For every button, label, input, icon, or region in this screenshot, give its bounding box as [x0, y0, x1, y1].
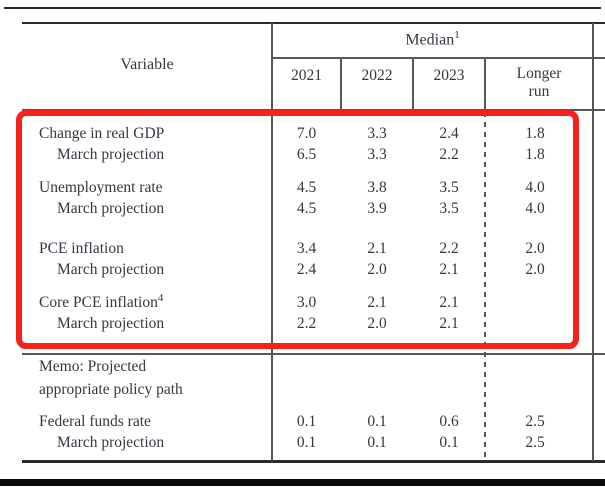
- cell-longer-run: 2.5: [525, 433, 545, 451]
- row-group-pce-inflation: PCE inflation 3.4 2.1 2.2 2.0 March proj…: [22, 238, 605, 280]
- cell-2022: 2.1: [367, 239, 387, 257]
- table-body: Change in real GDP 7.0 3.3 2.4 1.8 March…: [22, 110, 605, 453]
- row-label: March projection: [57, 260, 165, 278]
- row-group-unemployment: Unemployment rate 4.5 3.8 3.5 4.0 March …: [22, 177, 605, 219]
- cell-2021: 3.4: [296, 239, 317, 257]
- cell-2021: 3.0: [296, 293, 317, 311]
- cell-2022: 0.1: [367, 433, 387, 451]
- core-pce-footnote-marker: 4: [157, 292, 164, 305]
- cell-2023: 0.6: [439, 412, 459, 430]
- cell-2022: 2.0: [367, 260, 387, 278]
- table-row-federal-funds-march: March projection 0.1 0.1 0.1 2.5: [22, 432, 605, 453]
- memo-section: Memo: Projected appropriate policy path: [22, 355, 605, 401]
- year-divider-2021-2022: [340, 57, 342, 110]
- cell-2023: 2.1: [439, 293, 459, 311]
- memo-label: appropriate policy path: [39, 381, 183, 398]
- row-label: Unemployment rate: [39, 178, 163, 196]
- cell-2021: 6.5: [296, 145, 317, 163]
- cell-longer-run: 1.8: [525, 145, 545, 163]
- row-label: Change in real GDP: [39, 124, 165, 142]
- table-row-gdp-march: March projection 6.5 3.3 2.2 1.8: [22, 144, 605, 165]
- variable-column-divider: [271, 23, 273, 461]
- table-row-federal-funds: Federal funds rate 0.1 0.1 0.6 2.5: [22, 411, 605, 432]
- cell-2023: 3.5: [439, 178, 459, 196]
- row-label: March projection: [57, 314, 165, 332]
- cell-2022: 0.1: [367, 412, 387, 430]
- cell-2023: 2.4: [439, 124, 459, 142]
- cell-longer-run: 2.0: [525, 260, 545, 278]
- cell-2021: 0.1: [296, 433, 317, 451]
- row-label: March projection: [57, 199, 165, 217]
- cell-longer-run: 4.0: [525, 178, 545, 196]
- cell-2021: 7.0: [296, 124, 317, 142]
- table-row-core-pce-march: March projection 2.2 2.0 2.1: [22, 313, 605, 334]
- table-bottom-border: [22, 460, 605, 463]
- table-row-unemployment-march: March projection 4.5 3.9 3.5 4.0: [22, 198, 605, 219]
- cell-longer-run: 2.0: [525, 239, 545, 257]
- median-footnote-marker: 1: [454, 29, 460, 41]
- median-underline: [272, 57, 605, 59]
- top-rule: [4, 7, 601, 9]
- memo-label: Memo: Projected: [39, 358, 147, 375]
- column-header-2023: 2023: [433, 67, 465, 84]
- table-row-pce-march: March projection 2.4 2.0 2.1 2.0: [22, 259, 605, 280]
- year-divider-2023-longer: [484, 57, 486, 110]
- memo-line-1: Memo: Projected: [22, 355, 605, 378]
- row-label: March projection: [57, 433, 165, 451]
- variable-column-header: Variable: [120, 56, 174, 73]
- cell-longer-run: 2.5: [525, 412, 545, 430]
- cell-2023: 2.1: [439, 314, 459, 332]
- cell-2021: 0.1: [296, 412, 317, 430]
- table-row-pce: PCE inflation 3.4 2.1 2.2 2.0: [22, 238, 605, 259]
- cell-2023: 2.1: [439, 260, 459, 278]
- year-divider-2022-2023: [412, 57, 414, 110]
- row-group-core-pce: Core PCE inflation4 3.0 2.1 2.1 March pr…: [22, 292, 605, 334]
- table-row-gdp: Change in real GDP 7.0 3.3 2.4 1.8: [22, 123, 605, 144]
- cell-2021: 4.5: [296, 199, 317, 217]
- cell-longer-run: 4.0: [525, 199, 545, 217]
- row-group-gdp: Change in real GDP 7.0 3.3 2.4 1.8 March…: [22, 123, 605, 165]
- column-header-2022: 2022: [361, 67, 393, 84]
- median-label: Median: [405, 31, 455, 49]
- cell-2022: 3.9: [367, 199, 387, 217]
- cell-2022: 3.3: [367, 145, 387, 163]
- cell-2022: 3.8: [367, 178, 387, 196]
- longer-run-dashed-divider: [484, 112, 486, 460]
- cell-2022: 2.0: [367, 314, 387, 332]
- row-label: Federal funds rate: [39, 412, 151, 430]
- row-group-federal-funds: Federal funds rate 0.1 0.1 0.6 2.5 March…: [22, 411, 605, 453]
- row-label: Core PCE inflation4: [22, 292, 272, 312]
- cell-2021: 4.5: [296, 178, 317, 196]
- cell-2023: 2.2: [439, 145, 459, 163]
- median-group-header: Median1: [272, 29, 593, 49]
- table-row-core-pce: Core PCE inflation4 3.0 2.1 2.1: [22, 292, 605, 313]
- column-header-longer-run: Longer run: [487, 65, 591, 101]
- cell-2021: 2.2: [296, 314, 317, 332]
- memo-separator-line: [22, 353, 605, 355]
- table-row-unemployment: Unemployment rate 4.5 3.8 3.5 4.0: [22, 177, 605, 198]
- column-header-2021: 2021: [291, 67, 322, 84]
- memo-line-2: appropriate policy path: [22, 378, 605, 401]
- cell-2022: 2.1: [367, 293, 387, 311]
- table-top-border: [22, 22, 605, 24]
- row-label: March projection: [57, 145, 165, 163]
- cell-longer-run: 1.8: [525, 124, 545, 142]
- cell-2023: 3.5: [439, 199, 459, 217]
- core-pce-label: Core PCE inflation: [39, 294, 158, 312]
- cell-2023: 2.2: [439, 239, 459, 257]
- cell-2022: 3.3: [367, 124, 387, 142]
- cell-2021: 2.4: [296, 260, 317, 278]
- page-bottom-bar: [0, 479, 605, 486]
- table-right-divider: [592, 23, 594, 461]
- longer-run-label: Longer run: [516, 65, 562, 100]
- row-label: PCE inflation: [39, 239, 124, 257]
- cell-2023: 0.1: [439, 433, 459, 451]
- highlight-annotation-box: [16, 110, 579, 349]
